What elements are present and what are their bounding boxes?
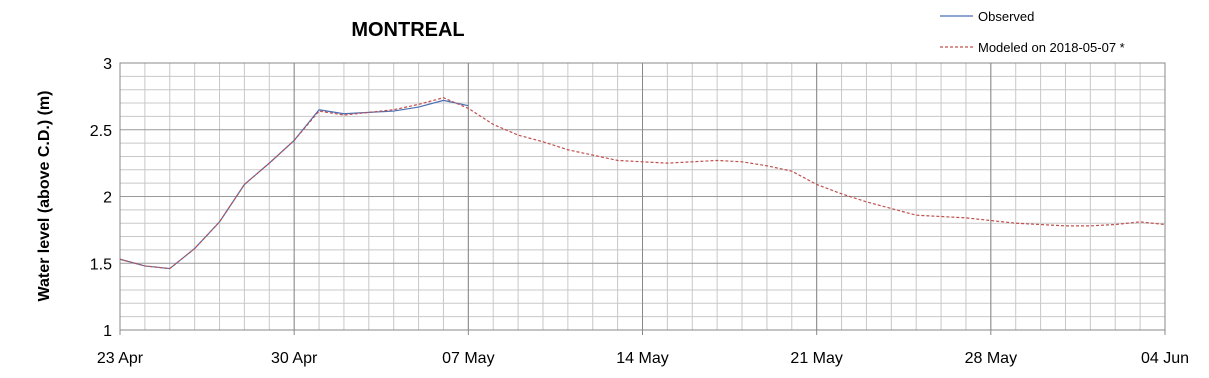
x-tick-label: 30 Apr	[271, 350, 318, 367]
x-tick-label: 23 Apr	[97, 350, 144, 367]
y-tick-label: 1.5	[90, 256, 112, 273]
series-line	[119, 97, 1166, 270]
y-tick-label: 2.5	[90, 123, 112, 140]
y-tick-label: 3	[103, 56, 112, 73]
y-axis-label: Water level (above C.D.) (m)	[36, 90, 53, 302]
y-tick-label: 1	[103, 323, 112, 340]
legend-label: Observed	[978, 9, 1034, 24]
x-tick-label: 28 May	[965, 350, 1017, 367]
plot-border	[119, 62, 1166, 331]
chart-title: MONTREAL	[351, 19, 464, 41]
x-tick-label: 21 May	[790, 350, 842, 367]
x-tick-label: 14 May	[616, 350, 668, 367]
x-tick-label: 04 Jun	[1141, 350, 1189, 367]
x-tick-label: 07 May	[442, 350, 494, 367]
y-tick-label: 2	[103, 190, 112, 207]
legend-label: Modeled on 2018-05-07 *	[978, 40, 1125, 55]
